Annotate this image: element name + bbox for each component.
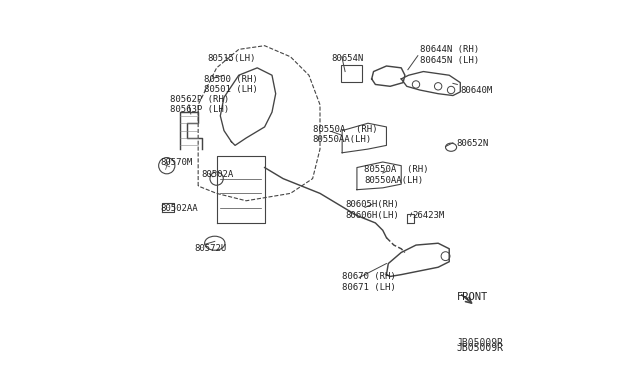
Text: 80562P (RH)
80563P (LH): 80562P (RH) 80563P (LH) bbox=[170, 95, 230, 115]
Text: 26423M: 26423M bbox=[412, 211, 445, 220]
Text: 80500 (RH)
80501 (LH): 80500 (RH) 80501 (LH) bbox=[204, 75, 257, 94]
Text: 80644N (RH)
80645N (LH): 80644N (RH) 80645N (LH) bbox=[420, 45, 479, 65]
Text: 80605H(RH)
80606H(LH): 80605H(RH) 80606H(LH) bbox=[346, 200, 399, 220]
Text: FRONT: FRONT bbox=[456, 292, 488, 302]
Text: 80515(LH): 80515(LH) bbox=[207, 54, 256, 63]
Text: 80670 (RH)
80671 (LH): 80670 (RH) 80671 (LH) bbox=[342, 272, 396, 292]
Text: 80640M: 80640M bbox=[460, 86, 493, 94]
Text: 80550A  (RH)
80550AA(LH): 80550A (RH) 80550AA(LH) bbox=[312, 125, 377, 144]
Text: 80502AA: 80502AA bbox=[161, 203, 198, 213]
Text: JB05009R: JB05009R bbox=[456, 343, 504, 353]
Text: 80572U: 80572U bbox=[195, 244, 227, 253]
Text: 80502A: 80502A bbox=[201, 170, 234, 179]
Text: 80570M: 80570M bbox=[161, 157, 193, 167]
Text: 80550A  (RH)
80550AA(LH): 80550A (RH) 80550AA(LH) bbox=[364, 165, 429, 185]
Text: 80652N: 80652N bbox=[456, 139, 489, 148]
Text: 80654N: 80654N bbox=[331, 54, 364, 63]
Text: JB05009R: JB05009R bbox=[456, 339, 504, 349]
